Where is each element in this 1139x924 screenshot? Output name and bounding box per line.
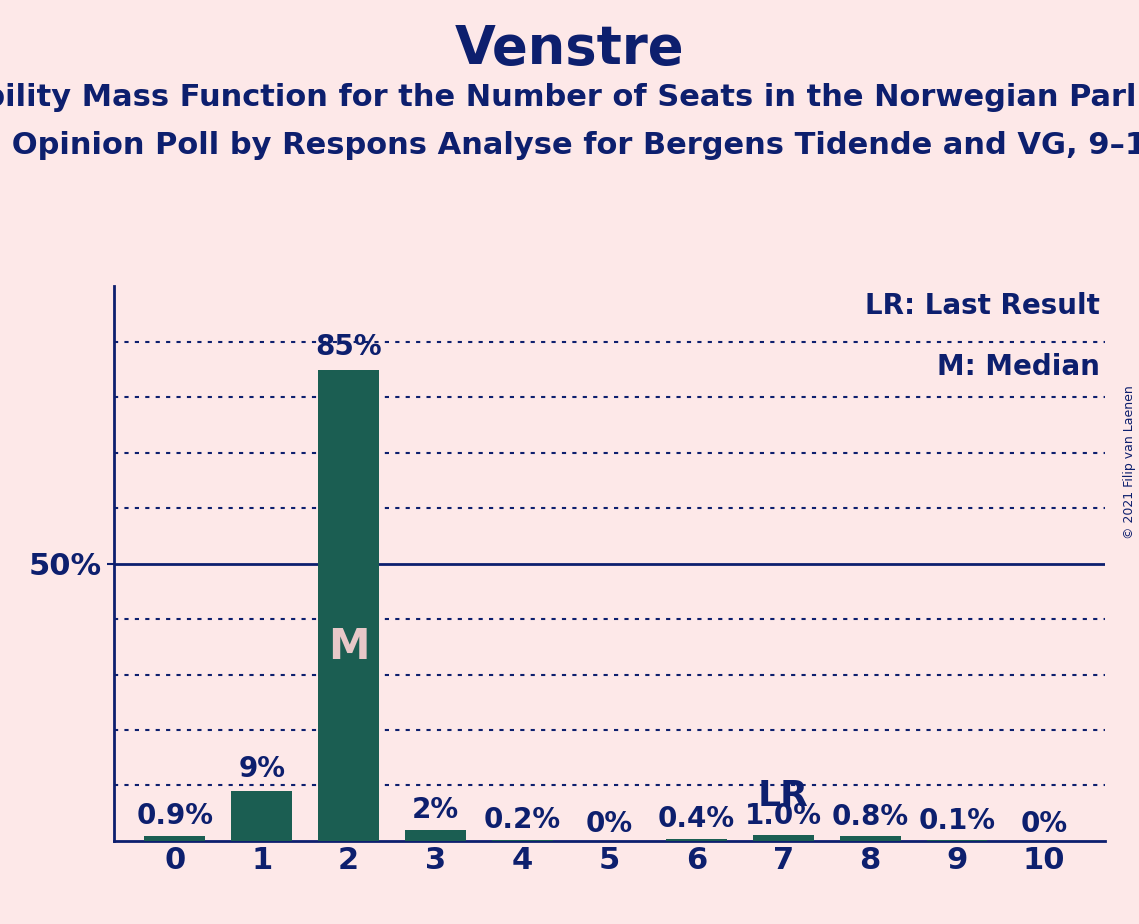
Bar bbox=[666, 839, 727, 841]
Text: © 2021 Filip van Laenen: © 2021 Filip van Laenen bbox=[1123, 385, 1136, 539]
Text: LR: Last Result: LR: Last Result bbox=[865, 292, 1100, 320]
Bar bbox=[318, 370, 379, 841]
Bar bbox=[753, 835, 813, 841]
Text: 0.8%: 0.8% bbox=[831, 803, 909, 831]
Text: 0.9%: 0.9% bbox=[137, 802, 213, 831]
Text: 2%: 2% bbox=[412, 796, 459, 824]
Text: 0.2%: 0.2% bbox=[484, 806, 562, 834]
Text: 85%: 85% bbox=[316, 334, 382, 361]
Text: 0.1%: 0.1% bbox=[918, 807, 995, 834]
Bar bbox=[839, 836, 901, 841]
Bar bbox=[405, 830, 466, 841]
Text: 0.4%: 0.4% bbox=[657, 805, 735, 833]
Text: 9%: 9% bbox=[238, 755, 285, 783]
Text: 0%: 0% bbox=[1021, 810, 1067, 838]
Text: Venstre: Venstre bbox=[454, 23, 685, 75]
Text: LR: LR bbox=[757, 779, 809, 813]
Text: 0%: 0% bbox=[585, 810, 633, 838]
Text: M: Median: M: Median bbox=[937, 353, 1100, 381]
Text: 1.0%: 1.0% bbox=[745, 802, 821, 830]
Bar bbox=[145, 836, 205, 841]
Bar bbox=[231, 791, 292, 841]
Text: M: M bbox=[328, 626, 369, 668]
Text: Probability Mass Function for the Number of Seats in the Norwegian Parliament: Probability Mass Function for the Number… bbox=[0, 83, 1139, 112]
Bar bbox=[492, 840, 552, 841]
Text: Based on an Opinion Poll by Respons Analyse for Bergens Tidende and VG, 9–14 Jun: Based on an Opinion Poll by Respons Anal… bbox=[0, 131, 1139, 160]
